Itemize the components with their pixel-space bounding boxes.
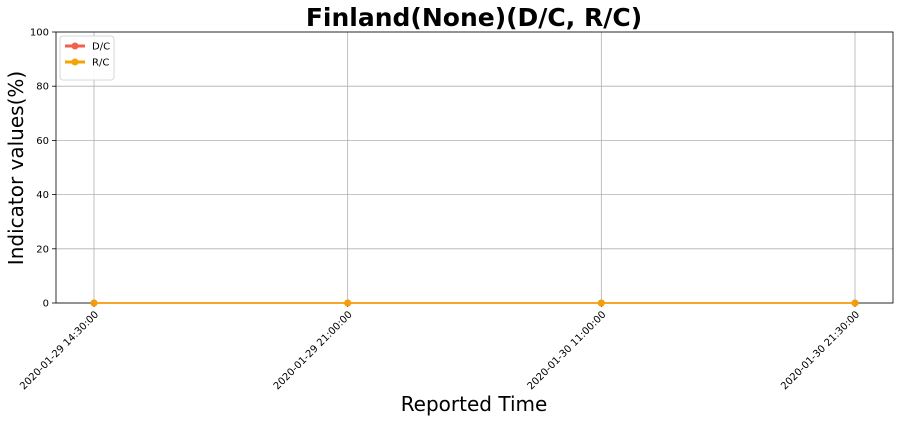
x-tick-label: 2020-01-29 14:30:00 <box>18 309 101 392</box>
plot-frame <box>55 31 894 304</box>
data-point-r-c <box>851 299 859 307</box>
y-tick-label: 20 <box>36 244 49 255</box>
data-point-r-c <box>344 299 352 307</box>
axes: 0 20 40 60 80 100 2020-01-29 14:30:00 2020-01-2… <box>18 28 894 392</box>
legend-marker-r-c <box>71 58 79 66</box>
y-tick-label: 60 <box>36 136 49 147</box>
x-tick-label: 2020-01-30 11:00:00 <box>526 309 609 392</box>
y-tick-label: 80 <box>36 82 49 93</box>
y-tick-label: 40 <box>36 190 49 201</box>
x-axis-label: Reported Time <box>401 392 548 416</box>
legend-label-d-c: D/C <box>92 42 110 53</box>
grid <box>56 31 893 304</box>
legend: D/C R/C <box>59 35 115 81</box>
data-point-r-c <box>90 299 98 307</box>
chart-title: Finland(None)(D/C, R/C) <box>306 3 642 32</box>
series-group <box>90 299 859 307</box>
y-axis-label: Indicator values(%) <box>4 71 28 265</box>
legend-label-r-c: R/C <box>92 58 109 69</box>
x-tick-label: 2020-01-30 21:30:00 <box>779 309 862 392</box>
data-point-r-c <box>597 299 605 307</box>
y-tick-label: 0 <box>43 299 49 310</box>
legend-marker-d-c <box>71 42 79 50</box>
y-tick-label: 100 <box>30 28 49 39</box>
x-tick-label: 2020-01-29 21:00:00 <box>272 309 355 392</box>
